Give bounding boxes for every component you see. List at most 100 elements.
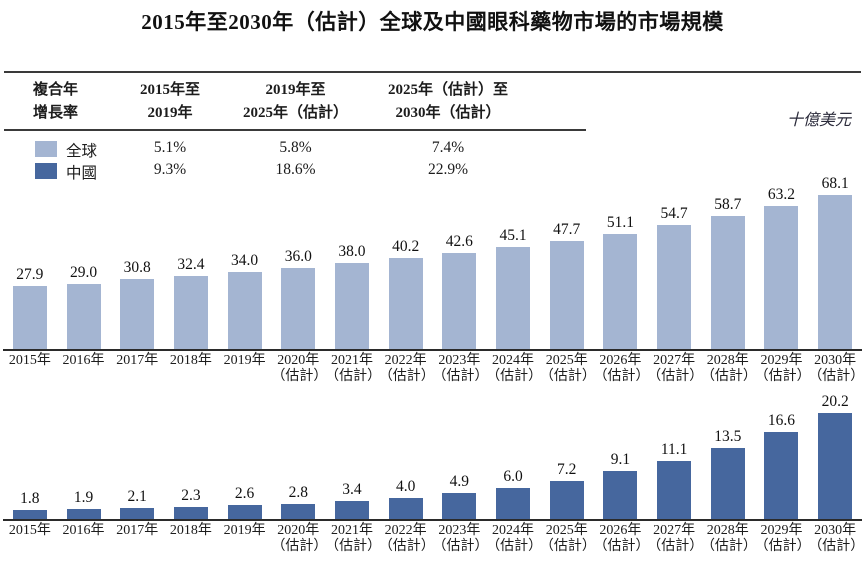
- table-header-rule: [4, 129, 586, 131]
- global-legend-label: 全球: [66, 143, 98, 160]
- bar: [334, 263, 369, 349]
- bar-value-label: 2.3: [181, 486, 201, 504]
- bar-value-label: 7.2: [557, 461, 577, 479]
- x-axis-label: 2018年: [164, 523, 218, 555]
- global-cagr-2015-2019: 5.1%: [153, 139, 187, 156]
- global-legend-swatch: [35, 141, 57, 157]
- bar-column: 36.0: [271, 248, 325, 349]
- x-axis-label-year: 2025年: [545, 523, 588, 538]
- china-chart-plot-area: 1.8 1.9 2.1 2.3 2.6 2.8 3.4 4.0 4.9 6.0 7.2 9.1 11.1…: [3, 389, 862, 521]
- bar-value-label: 54.7: [660, 205, 688, 223]
- legend-row-global: 全球 5.1% 5.8% 7.4%: [0, 139, 600, 160]
- bar-column: 2.6: [218, 485, 272, 519]
- x-axis-label-year: 2019年: [223, 523, 266, 538]
- bar-value-label: 51.1: [606, 213, 634, 231]
- bar-value-label: 63.2: [767, 186, 796, 204]
- bar: [388, 258, 423, 349]
- bar: [442, 493, 477, 519]
- bar-value-label: 13.5: [714, 428, 742, 446]
- x-axis-label-estimate: （估計）: [700, 539, 757, 554]
- x-axis-label-year: 2015年: [8, 353, 51, 368]
- china-cagr-2025-2030: 22.9%: [427, 161, 469, 178]
- bar: [120, 508, 155, 519]
- bar-column: 34.0: [218, 252, 272, 349]
- global-market-bar-chart: 27.9 29.0 30.8 32.4 34.0 36.0 38.0 40.2 42.6 45.1…: [3, 173, 864, 385]
- bar: [764, 432, 799, 519]
- bar: [334, 501, 369, 519]
- bar-value-label: 1.9: [73, 489, 94, 506]
- cagr-col2-line1: 2019年至: [265, 82, 326, 98]
- x-axis-label-estimate: （估計）: [539, 539, 596, 554]
- bar-column: 51.1: [594, 213, 648, 349]
- x-axis-label-estimate: （估計）: [378, 369, 435, 384]
- x-axis-label-estimate: （估計）: [700, 369, 757, 384]
- cagr-col1-line1: 2015年至: [139, 82, 200, 98]
- bar: [818, 413, 853, 519]
- bar-column: 58.7: [701, 196, 755, 349]
- x-axis-label: 2030年 （估計）: [808, 353, 864, 385]
- bar-column: 54.7: [647, 205, 701, 349]
- bar: [281, 267, 316, 349]
- china-legend-label: 中國: [66, 165, 98, 182]
- bar-column: 30.8: [110, 259, 164, 349]
- cagr-col1-line2: 2019年: [147, 104, 193, 121]
- x-axis-label-estimate: （估計）: [808, 539, 865, 554]
- cagr-col2-line2: 2025年（估計）: [242, 104, 348, 121]
- x-axis-label-estimate: （估計）: [325, 369, 382, 384]
- x-axis-label-year: 2027年: [653, 353, 696, 368]
- bar-column: 11.1: [647, 441, 701, 519]
- x-axis-label-year: 2022年: [384, 353, 427, 368]
- bar: [227, 272, 262, 349]
- x-axis-label-estimate: （估計）: [754, 539, 811, 554]
- bar-column: 1.9: [57, 489, 111, 519]
- x-axis-label: 2027年 （估計）: [647, 353, 704, 385]
- x-axis-label-estimate: （估計）: [432, 369, 489, 384]
- bar-column: 16.6: [755, 412, 809, 519]
- unit-label: 十億美元: [786, 112, 851, 129]
- x-axis-label-estimate: （估計）: [647, 539, 704, 554]
- bar-value-label: 2.6: [234, 485, 255, 503]
- x-axis-label: 2024年 （估計）: [486, 523, 542, 555]
- x-axis-label-year: 2026年: [599, 353, 642, 368]
- x-axis-label: 2021年 （估計）: [325, 353, 382, 385]
- bar-value-label: 45.1: [499, 227, 527, 245]
- x-axis-label-year: 2022年: [384, 523, 427, 538]
- global-cagr-2019-2025: 5.8%: [279, 139, 312, 156]
- x-axis-label-year: 2026年: [599, 523, 642, 538]
- x-axis-label-year: 2018年: [169, 353, 212, 368]
- x-axis-label-year: 2017年: [116, 353, 159, 368]
- x-axis-label-estimate: （估計）: [325, 539, 382, 554]
- bar-column: 68.1: [808, 175, 862, 349]
- x-axis-label-year: 2023年: [438, 353, 481, 368]
- bar-value-label: 27.9: [16, 265, 44, 283]
- x-axis-label: 2024年 （估計）: [486, 353, 542, 385]
- bar: [120, 279, 155, 349]
- cagr-corner-label: 複合年 增長率: [33, 79, 123, 127]
- x-axis-label-year: 2029年: [760, 353, 803, 368]
- bar: [496, 247, 531, 349]
- x-axis-label: 2016年: [57, 523, 111, 555]
- bar: [227, 505, 262, 519]
- bar-column: 2.1: [110, 488, 164, 519]
- x-axis-label-estimate: （估計）: [754, 369, 811, 384]
- bar-value-label: 29.0: [69, 263, 98, 281]
- bar: [12, 509, 47, 519]
- bar: [496, 487, 531, 519]
- bar-value-label: 47.7: [553, 221, 581, 239]
- bar-value-label: 68.1: [821, 175, 849, 193]
- china-chart-x-axis-labels: 2015年 2016年 2017年 2018年 2019年 2020年 （估計） 2021年（…: [3, 523, 865, 555]
- x-axis-label: 2028年 （估計）: [700, 353, 757, 385]
- x-axis-label-year: 2016年: [62, 523, 105, 538]
- bar-value-label: 6.0: [503, 467, 523, 485]
- page-title: 2015年至2030年（估計）全球及中國眼科藥物市場的市場規模: [141, 10, 724, 34]
- bar: [710, 216, 745, 349]
- cagr-corner-line1: 複合年: [33, 82, 79, 98]
- x-axis-label-estimate: （估計）: [647, 369, 704, 384]
- x-axis-label: 2019年: [218, 353, 272, 385]
- x-axis-label: 2029年 （估計）: [754, 353, 811, 385]
- x-axis-label-year: 2028年: [706, 523, 749, 538]
- x-axis-label-year: 2019年: [223, 353, 266, 368]
- x-axis-label: 2023年 （估計）: [433, 523, 489, 555]
- x-axis-label: 2018年: [164, 353, 218, 385]
- bar-value-label: 38.0: [338, 243, 366, 261]
